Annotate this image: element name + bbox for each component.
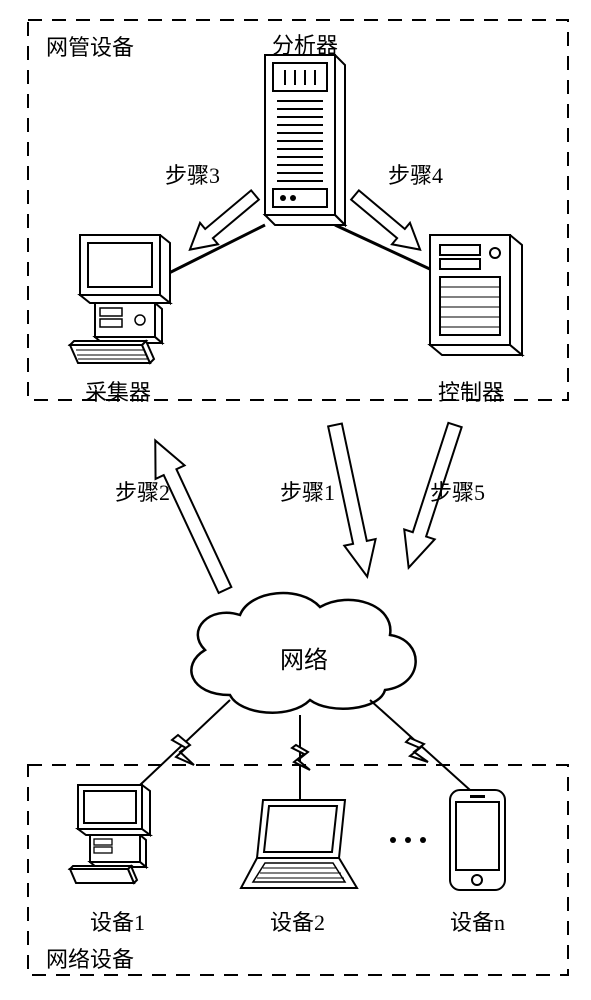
collector-node: [70, 235, 170, 363]
step2-arrow: [141, 434, 240, 597]
device-links: [140, 700, 470, 800]
device2-node: [241, 800, 357, 888]
collector-label: 采集器: [85, 375, 151, 407]
deviceN-node: [450, 790, 505, 890]
analyzer-label: 分析器: [272, 28, 338, 60]
ellipsis: [390, 837, 426, 843]
step2-label: 步骤2: [115, 475, 170, 507]
device1-label: 设备1: [90, 905, 145, 937]
step3-label: 步骤3: [165, 158, 220, 190]
step3-arrow: [181, 184, 264, 260]
controller-label: 控制器: [438, 375, 504, 407]
bottom-box-label: 网络设备: [46, 942, 134, 974]
device1-node: [70, 785, 150, 883]
diagram-canvas: 网管设备 分析器 步骤3 步骤4 采集器 控制器 步骤2 步骤1 步骤5 网络 …: [0, 0, 591, 1000]
deviceN-label: 设备n: [450, 905, 505, 937]
network-label: 网络: [280, 640, 328, 675]
step5-label: 步骤5: [430, 475, 485, 507]
analyzer-node: [265, 55, 345, 225]
device2-label: 设备2: [270, 905, 325, 937]
step4-label: 步骤4: [388, 158, 443, 190]
step1-label: 步骤1: [280, 475, 335, 507]
controller-node: [430, 235, 522, 355]
top-box-label: 网管设备: [46, 30, 134, 62]
